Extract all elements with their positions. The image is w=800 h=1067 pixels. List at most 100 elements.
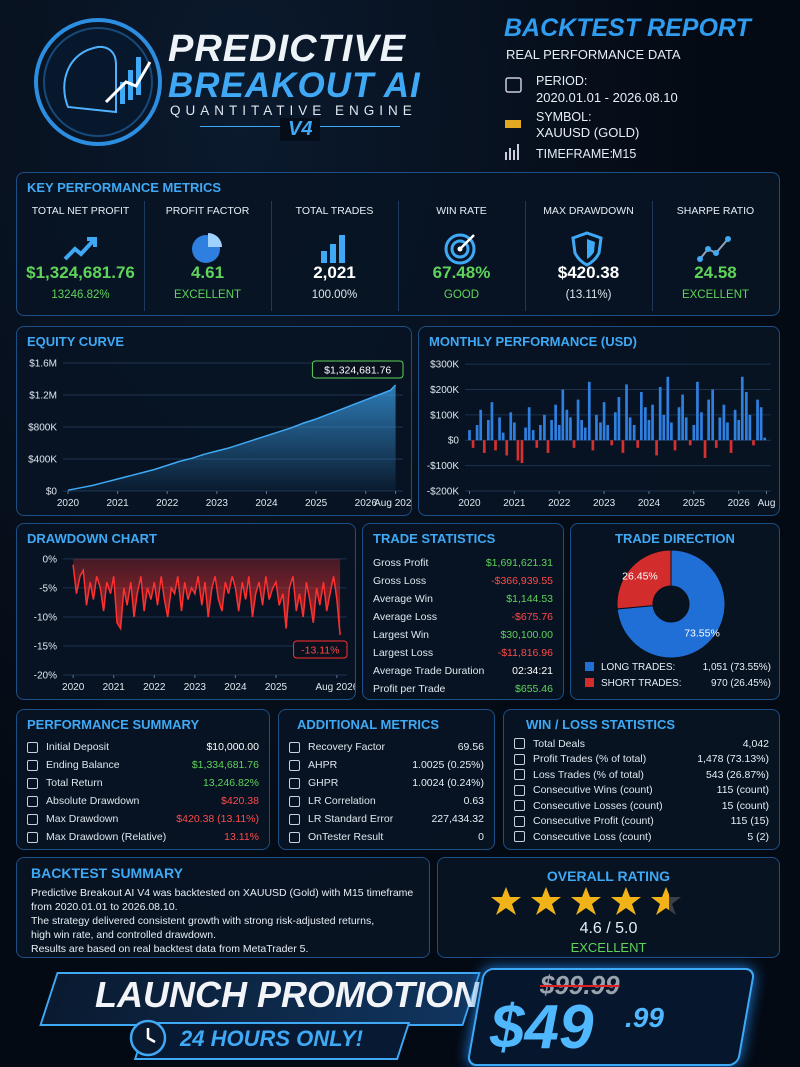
x-tick-label: Aug: [758, 498, 776, 509]
row-label: Consecutive Losses (count): [533, 799, 663, 812]
y-tick-label: $0: [448, 436, 460, 447]
legend-value: 1,051 (73.55%): [703, 662, 771, 673]
stat-row: Absolute Drawdown $420.38: [27, 792, 259, 810]
price: $49: [490, 993, 594, 1062]
row-value: 13,246.82%: [202, 777, 259, 789]
bar: [748, 414, 752, 441]
rating-score: 4.6 / 5.0: [579, 920, 638, 937]
row-icon: [27, 759, 38, 771]
row-value: 02:34:21: [512, 665, 553, 677]
row-icon: [289, 795, 300, 807]
bar: [580, 419, 584, 441]
y-tick-label: -$100K: [427, 461, 460, 472]
row-label: Profit per Trade: [373, 683, 446, 695]
row-value: $10,000.00: [206, 741, 259, 753]
rows: Total Deals 4,042 Profit Trades (% of tota…: [514, 736, 769, 845]
metric-label: MAX DRAWDOWN: [543, 205, 634, 217]
promo-subtitle: 24 HOURS ONLY!: [180, 1026, 363, 1051]
stat-row: Average Trade Duration 02:34:21: [373, 662, 553, 680]
row-label: Consecutive Profit (count): [533, 815, 654, 828]
row-label: GHPR: [308, 777, 339, 789]
bar: [666, 376, 670, 441]
label-box: [293, 640, 348, 659]
row-value: 1.0024 (0.24%): [412, 777, 484, 789]
row-icon: [27, 831, 38, 843]
metric-value: 24.58: [694, 263, 737, 282]
row-label: Max Drawdown (Relative): [46, 831, 167, 843]
row-label: Average Trade Duration: [373, 665, 485, 677]
bar: [494, 440, 497, 451]
row-icon: [514, 769, 525, 781]
stat-row: Average Win $1,144.53: [373, 590, 553, 608]
key-metrics-panel: KEY PERFORMANCE METRICS TOTAL NET PROFIT…: [16, 172, 780, 316]
metric-label: TOTAL NET PROFIT: [31, 205, 130, 217]
label-box: [311, 360, 404, 379]
bar: [550, 419, 553, 441]
metric-label: PROFIT FACTOR: [165, 205, 250, 217]
row-value: 227,434.32: [431, 813, 484, 825]
x-tick-label: 2026: [355, 498, 378, 509]
row-label: Average Win: [373, 593, 433, 605]
row-value: $420.38 (13.11%): [176, 813, 259, 825]
row-value: $420.38: [221, 795, 259, 807]
panel-title: WIN / LOSS STATISTICS: [526, 717, 676, 732]
metric-icon: [571, 231, 603, 267]
stat-row: OnTester Result 0: [289, 828, 484, 846]
metric-value: 4.61: [190, 263, 225, 282]
x-tick-label: 2020: [458, 498, 481, 509]
row-icon: [289, 831, 300, 843]
monthly-chart: -$200K -$100K $0 $100K $200K $300K 2020 2021 202…: [427, 360, 776, 509]
metric-sub: EXCELLENT: [681, 289, 750, 301]
row-icon: [514, 800, 525, 812]
logo-line-1: PREDICTIVE: [168, 28, 407, 70]
metric-cell: PROFIT FACTOR 4.61 EXCELLENT: [144, 201, 272, 311]
rows: Initial Deposit $10,000.00 Ending Balance $…: [27, 738, 259, 846]
row-icon: [289, 813, 300, 825]
bar: [733, 409, 737, 441]
bar: [658, 386, 662, 441]
panel-title: TRADE STATISTICS: [373, 531, 496, 546]
rows: Gross Profit $1,691,621.31 Gross Loss -$366…: [373, 554, 553, 698]
x-tick-label: 2021: [103, 682, 126, 693]
bar: [711, 389, 715, 441]
x-tick-label: 2024: [224, 682, 247, 693]
clock-icon: [129, 1019, 167, 1057]
x-tick-label: 2025: [305, 498, 328, 509]
bar: [516, 440, 520, 461]
row-value: 1.0025 (0.25%): [412, 759, 484, 771]
bar: [606, 425, 610, 441]
area: [68, 385, 396, 491]
row-icon: [514, 738, 525, 750]
y-tick-label: $1.2M: [29, 391, 57, 402]
y-tick-label: -15%: [34, 641, 57, 652]
bar: [471, 440, 475, 448]
report-icons: [505, 77, 522, 160]
slice-label: 26.45%: [622, 571, 658, 583]
row-value: 0: [478, 831, 484, 843]
row-icon: [514, 815, 525, 827]
panel-title: OVERALL RATING: [546, 868, 671, 884]
row-value: -$11,816.96: [497, 647, 553, 659]
stat-row: GHPR 1.0024 (0.24%): [289, 774, 484, 792]
bar: [475, 425, 479, 441]
x-tick-label: 2024: [638, 498, 661, 509]
bar: [554, 404, 557, 441]
row-label: Gross Profit: [373, 557, 429, 569]
y-tick-label: $300K: [430, 360, 459, 371]
y-tick-label: $800K: [28, 423, 57, 434]
row-icon: [514, 753, 525, 765]
metric-sub: 100.00%: [311, 289, 358, 301]
x-tick-label: Aug 2026: [315, 682, 355, 693]
timeframe: M15: [612, 147, 637, 161]
direction-chart: 73.55% LONG TRADES: 1,051 (73.55%) 26.45% SH…: [585, 549, 771, 689]
row-label: Profit Trades (% of total): [533, 753, 647, 766]
row-label: Absolute Drawdown: [46, 795, 140, 807]
bar: [700, 412, 703, 441]
logo-subtitle: QUANTITATIVE ENGINE: [170, 103, 417, 118]
row-label: Largest Win: [373, 629, 430, 641]
bar: [740, 376, 744, 441]
row-label: Max Drawdown: [46, 813, 119, 825]
pie-slice: [616, 549, 726, 659]
row-value: -$675.76: [511, 611, 553, 623]
